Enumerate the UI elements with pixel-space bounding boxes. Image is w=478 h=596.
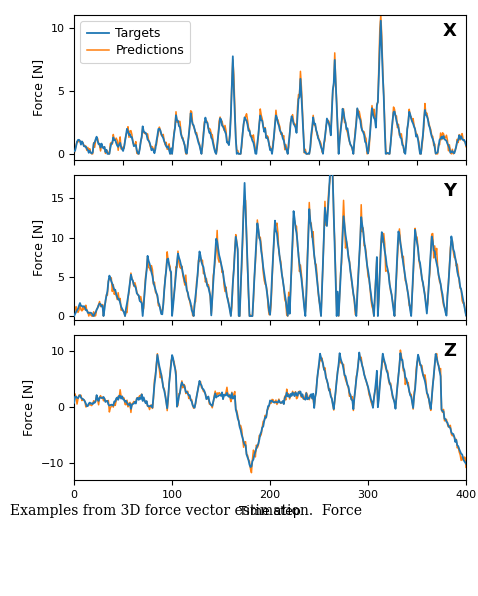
Targets [463, 142, 469, 149]
Targets [287, 131, 293, 138]
Text: X: X [442, 22, 456, 40]
Targets [105, 150, 110, 157]
Legend: Targets, Predictions: Targets, Predictions [80, 21, 190, 63]
Targets [359, 127, 365, 134]
Targets [213, 150, 219, 157]
Targets [123, 131, 129, 138]
Y-axis label: Force [N]: Force [N] [32, 219, 45, 276]
Targets [378, 17, 384, 24]
Text: Z: Z [444, 342, 456, 360]
Y-axis label: Force [N]: Force [N] [22, 378, 35, 436]
Y-axis label: Force [N]: Force [N] [32, 59, 45, 116]
Line: Predictions: Predictions [74, 14, 466, 154]
Line: Targets: Targets [74, 21, 466, 154]
X-axis label: Time step: Time step [239, 505, 301, 518]
Predictions [212, 147, 218, 154]
Predictions [268, 145, 274, 153]
Predictions [358, 117, 364, 125]
Targets [269, 150, 275, 157]
Targets [71, 148, 77, 155]
Predictions [378, 11, 384, 18]
Predictions [321, 141, 327, 148]
Targets [322, 134, 328, 141]
Predictions [71, 150, 77, 157]
Predictions [122, 136, 128, 144]
Text: Y: Y [443, 182, 456, 200]
Predictions [463, 143, 469, 150]
Predictions [286, 144, 292, 151]
Text: Examples from 3D force vector estimation.  Force: Examples from 3D force vector estimation… [10, 504, 361, 517]
